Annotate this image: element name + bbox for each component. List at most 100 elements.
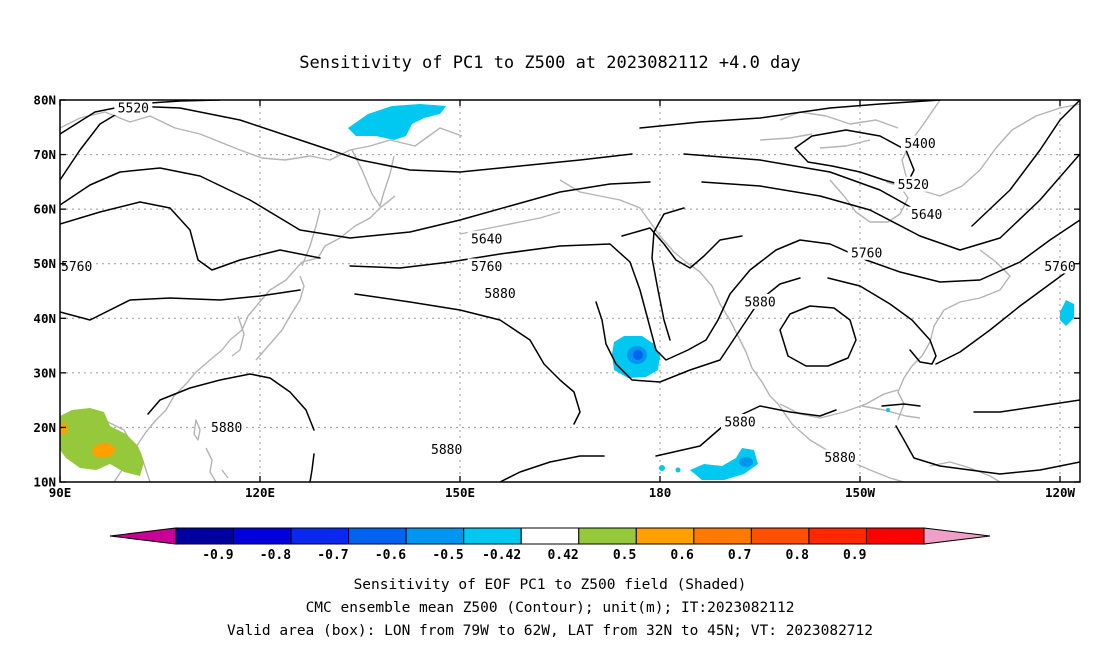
contour-label: 5760: [471, 260, 502, 275]
colorbar-label: 0.9: [843, 548, 866, 563]
shade-tropical-positive-core-west: [60, 422, 68, 436]
coast-japan: [255, 275, 305, 361]
axis-ticks: 90E120E150E180150W120W90W60W80N70N60N50N…: [33, 93, 1080, 500]
colorbar-label: -0.42: [482, 548, 521, 563]
contour-5880-asia: [60, 289, 581, 425]
contour-label-bg: [60, 258, 96, 274]
contour-label-bg: [467, 258, 506, 274]
coast-alaska-canada: [559, 179, 779, 405]
shade-subtropical-core: [739, 457, 753, 467]
shade-tropical-positive-core: [92, 442, 116, 458]
contour-label: 5760: [851, 246, 882, 261]
contour-label: 5640: [911, 208, 942, 223]
contour-5880-subtropics: [499, 399, 1080, 482]
coast-kamchatka: [351, 149, 395, 207]
contour-label-bg: [901, 135, 939, 151]
lat-tick-label: 50N: [33, 256, 56, 271]
colorbar-swatch: [233, 527, 292, 545]
contour-label: 5760: [61, 260, 92, 275]
colorbar-swatch: [578, 527, 637, 545]
lat-tick-label: 60N: [33, 202, 56, 217]
contour-label: 5880: [211, 421, 242, 436]
coast-asia-east: [113, 195, 396, 482]
contour-5880-box: [935, 261, 1080, 365]
colorbar-swatch: [175, 527, 235, 545]
contour-5880-closed: [779, 305, 857, 367]
contour-label-bg: [821, 449, 859, 465]
lon-tick-label: 150W: [845, 485, 876, 500]
shade-speck: [659, 465, 665, 471]
contour-5760-trough: [621, 227, 743, 269]
shade-speck: [675, 467, 681, 473]
colorbar-swatch: [405, 527, 465, 545]
contour-labels: 5520540055205640576057605880540055205760…: [60, 100, 1079, 466]
lon-tick-label: 90E: [49, 485, 72, 500]
contour-label-bg: [114, 100, 153, 116]
colorbar-label: -0.9: [202, 548, 233, 563]
colorbar-swatch: [635, 527, 695, 545]
contour-5760-na: [651, 207, 685, 341]
contour-label-bg: [741, 293, 779, 309]
coastlines: [60, 100, 1080, 482]
contour-label-bg: [907, 206, 946, 222]
colorbar-swatch: [520, 527, 580, 545]
lat-tick-label: 80N: [33, 93, 56, 108]
colorbar-label: 0.42: [547, 548, 578, 563]
contour-label-bg: [847, 244, 886, 260]
colorbar: -0.9 -0.8 -0.7 -0.6 -0.5 -0.42 0.42 0.5 0.6 0.7 0.…: [109, 527, 991, 563]
colorbar-label: -0.6: [375, 548, 406, 563]
contour-5760-asia: [60, 201, 1080, 361]
lon-tick-label: 120W: [1045, 485, 1076, 500]
colorbar-swatch: [348, 527, 407, 545]
contour-5880-caribbean: [895, 425, 1080, 475]
contour-label: 5400: [904, 137, 935, 152]
contour-label-bg: [467, 231, 506, 247]
caption-line-1: Sensitivity of EOF PC1 to Z500 field (Sh…: [354, 577, 747, 593]
lat-tick-label: 30N: [33, 365, 56, 380]
sensitivity-shading: [60, 104, 1074, 480]
shade-bering-negative: [348, 104, 446, 140]
captions: Sensitivity of EOF PC1 to Z500 field (Sh…: [227, 577, 873, 639]
coast-aleutians: [459, 211, 561, 235]
coast-korea: [231, 315, 245, 357]
contour-label-bg: [481, 285, 519, 301]
colorbar-label: -0.5: [432, 548, 463, 563]
colorbar-label: 0.5: [613, 548, 636, 563]
colorbar-swatch: [463, 527, 522, 545]
colorbar-label: 0.6: [670, 548, 694, 563]
coast-taiwan: [193, 419, 201, 441]
lat-tick-label: 70N: [33, 147, 56, 162]
colorbar-swatch: [750, 527, 810, 545]
z500-contours: [60, 100, 1080, 482]
shade-speck: [886, 408, 890, 412]
colorbar-label: -0.7: [317, 548, 348, 563]
coast-east-na: [897, 249, 1011, 421]
contour-label: 5880: [431, 443, 462, 458]
map-background: [60, 100, 1080, 482]
contour-label: 5640: [471, 233, 502, 248]
shade-subtropical-negative: [690, 448, 758, 480]
colorbar-label: -0.8: [260, 548, 291, 563]
lon-tick-label: 120E: [245, 485, 275, 500]
contour-label: 5880: [484, 287, 515, 302]
caption-line-3: Valid area (box): LON from 79W to 62W, L…: [227, 623, 873, 639]
map-content: 5520540055205640576057605880540055205760…: [60, 100, 1080, 482]
contour-label: 5520: [898, 178, 929, 193]
colorbar-swatch: [808, 527, 867, 545]
map-frame: [59, 99, 1081, 483]
caption-line-2: CMC ensemble mean Z500 (Contour); unit(m…: [306, 600, 795, 616]
contour-label-bg: [721, 413, 759, 429]
coast-cuba: [861, 405, 921, 419]
colorbar-low-arrow: [109, 527, 177, 545]
colorbar-swatch: [865, 527, 925, 545]
contour-label: 5880: [724, 415, 755, 430]
colorbar-high-arrow: [923, 527, 991, 545]
lat-tick-label: 10N: [33, 475, 56, 490]
colorbar-swatch: [693, 527, 752, 545]
contour-5880-low-west: [147, 373, 315, 482]
shade-pacific-core-dark: [633, 350, 643, 360]
contour-5640: [60, 153, 1080, 251]
coast-sakhalin: [301, 209, 321, 267]
contour-label-bg: [207, 419, 246, 435]
